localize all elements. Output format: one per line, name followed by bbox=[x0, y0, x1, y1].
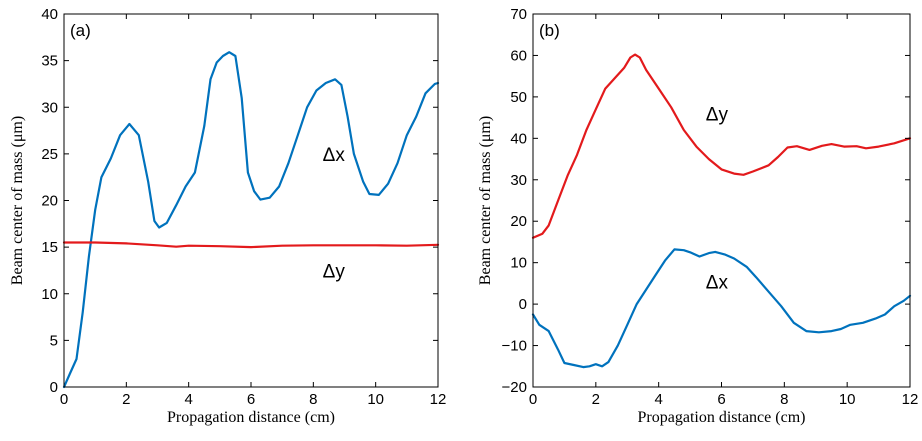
x-tick-label-b: 12 bbox=[902, 391, 919, 408]
y-tick-label-a: 15 bbox=[41, 239, 58, 256]
curve-annotation-b: Δy bbox=[706, 104, 729, 125]
y-tick-label-a: 0 bbox=[50, 379, 58, 396]
x-tick-label-b: 6 bbox=[717, 391, 725, 408]
plot-frame-b bbox=[532, 13, 911, 388]
x-tick-label-a: 2 bbox=[122, 391, 130, 408]
curve-annotation-a: Δy bbox=[323, 261, 346, 282]
y-tick-label-b: 50 bbox=[510, 89, 527, 106]
y-tick-label-b: 10 bbox=[510, 255, 527, 272]
y-tick-label-a: 35 bbox=[41, 53, 58, 70]
panel-label-b: (b) bbox=[539, 21, 560, 40]
x-tick-label-b: 0 bbox=[529, 391, 537, 408]
panel-b: 0 2 4 6 8 10 12 −20 −10 0 10 20 30 40 50 60 70 Propagatio… bbox=[477, 6, 918, 426]
x-tick-label-a: 0 bbox=[60, 391, 68, 408]
x-tick-label-b: 10 bbox=[839, 391, 856, 408]
y-tick-label-a: 20 bbox=[41, 193, 58, 210]
x-tick-label-b: 8 bbox=[780, 391, 788, 408]
y-tick-label-a: 30 bbox=[41, 99, 58, 116]
x-tick-label-a: 4 bbox=[184, 391, 192, 408]
y-axis-label-a: Beam center of mass (μm) bbox=[9, 116, 26, 285]
panel-label-a: (a) bbox=[70, 21, 91, 40]
x-tick-label-a: 12 bbox=[430, 391, 447, 408]
panel-a: 0 2 4 6 8 10 12 0 5 10 15 20 25 30 35 40 Propagation dis… bbox=[9, 6, 446, 426]
series-line-a-dy bbox=[62, 241, 440, 249]
x-tick-label-b: 2 bbox=[592, 391, 600, 408]
y-tick-label-a: 40 bbox=[41, 6, 58, 23]
y-tick-label-a: 5 bbox=[50, 332, 58, 349]
x-tick-label-a: 10 bbox=[367, 391, 384, 408]
curve-annotation-b: Δx bbox=[706, 272, 729, 293]
y-tick-label-b: 60 bbox=[510, 47, 527, 64]
series-line-b-dy bbox=[531, 53, 912, 239]
y-tick-label-b: 30 bbox=[510, 172, 527, 189]
x-tick-label-a: 8 bbox=[309, 391, 317, 408]
y-tick-label-b: −10 bbox=[502, 338, 527, 355]
x-axis-label-b: Propagation distance (cm) bbox=[638, 409, 806, 426]
series-line-b-dx bbox=[531, 248, 912, 369]
y-tick-label-b: 0 bbox=[519, 296, 527, 313]
y-tick-label-b: 40 bbox=[510, 130, 527, 147]
y-tick-label-a: 10 bbox=[41, 286, 58, 303]
x-tick-label-a: 6 bbox=[247, 391, 255, 408]
y-tick-label-b: 20 bbox=[510, 213, 527, 230]
x-axis-label-a: Propagation distance (cm) bbox=[167, 409, 335, 426]
curve-annotation-a: Δx bbox=[323, 145, 346, 166]
series-line-a-dx bbox=[62, 51, 440, 389]
y-axis-label-b: Beam center of mass (μm) bbox=[477, 116, 494, 285]
y-tick-label-b: 70 bbox=[510, 6, 527, 23]
x-tick-label-b: 4 bbox=[654, 391, 662, 408]
y-tick-label-b: −20 bbox=[502, 379, 527, 396]
y-tick-label-a: 25 bbox=[41, 146, 58, 163]
plot-frame-a bbox=[63, 13, 439, 388]
